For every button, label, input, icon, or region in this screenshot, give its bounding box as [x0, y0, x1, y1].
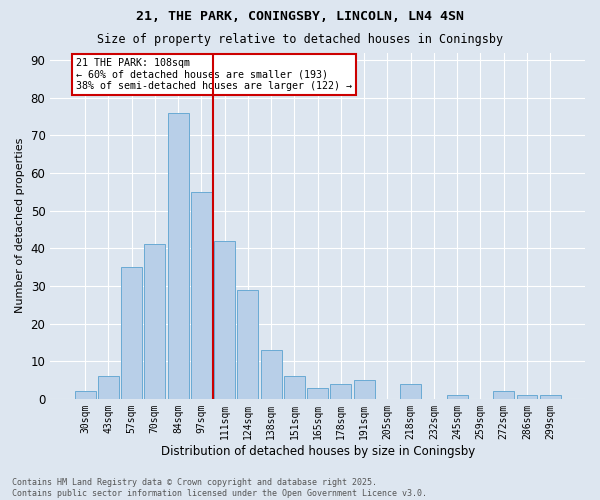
Bar [167, 112, 188, 399]
Bar [353, 380, 374, 399]
Bar [517, 395, 538, 399]
Text: 21, THE PARK, CONINGSBY, LINCOLN, LN4 4SN: 21, THE PARK, CONINGSBY, LINCOLN, LN4 4S… [136, 10, 464, 23]
Bar [145, 244, 166, 399]
Bar [493, 392, 514, 399]
Bar [400, 384, 421, 399]
Bar [98, 376, 119, 399]
Text: 21 THE PARK: 108sqm
← 60% of detached houses are smaller (193)
38% of semi-detac: 21 THE PARK: 108sqm ← 60% of detached ho… [76, 58, 352, 92]
Bar [191, 192, 212, 399]
Bar [238, 290, 259, 399]
Bar [331, 384, 352, 399]
Text: Contains HM Land Registry data © Crown copyright and database right 2025.
Contai: Contains HM Land Registry data © Crown c… [12, 478, 427, 498]
Bar [307, 388, 328, 399]
Bar [214, 240, 235, 399]
Bar [447, 395, 467, 399]
Text: Size of property relative to detached houses in Coningsby: Size of property relative to detached ho… [97, 32, 503, 46]
Bar [260, 350, 281, 399]
Y-axis label: Number of detached properties: Number of detached properties [15, 138, 25, 314]
Bar [121, 267, 142, 399]
X-axis label: Distribution of detached houses by size in Coningsby: Distribution of detached houses by size … [161, 444, 475, 458]
Bar [284, 376, 305, 399]
Bar [540, 395, 560, 399]
Bar [74, 392, 95, 399]
